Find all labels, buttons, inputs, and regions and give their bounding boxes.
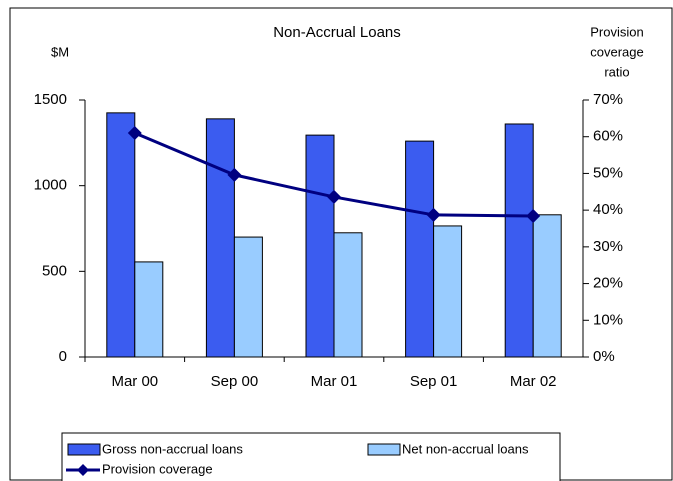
x-tick-label: Mar 01 [311,373,358,390]
y-tick-label: 0 [59,348,67,365]
y2-axis-title: Provision [590,24,643,39]
y2-tick-label: 0% [593,348,615,365]
marker [127,126,142,141]
legend-label: Provision coverage [102,461,213,476]
legend-swatch [67,443,101,456]
y2-tick-label: 40% [593,201,623,218]
legend-swatch [367,443,401,456]
x-tick-label: Mar 02 [510,373,557,390]
legend-box [61,432,561,481]
chart-title: Non-Accrual Loans [273,24,401,41]
legend-marker [77,464,89,476]
marker [526,209,541,224]
x-tick-label: Sep 01 [410,373,458,390]
y-axis-title: $M [51,44,69,59]
bar [134,261,164,358]
x-tick-label: Sep 00 [211,373,259,390]
y2-axis-title: ratio [604,64,629,79]
y-tick-label: 1500 [34,91,67,108]
legend-label: Net non-accrual loans [402,441,529,456]
y2-tick-label: 70% [593,91,623,108]
bar [532,214,562,358]
y2-axis-title: coverage [590,44,643,59]
legend-label: Gross non-accrual loans [102,441,243,456]
bar [504,123,534,358]
bar [405,140,435,358]
bar [106,112,136,358]
bar [305,134,335,358]
bar [433,225,463,358]
y-tick-label: 500 [42,262,67,279]
bar [205,118,235,358]
y2-tick-label: 50% [593,164,623,181]
y2-tick-label: 60% [593,128,623,145]
x-tick-label: Mar 00 [111,373,158,390]
marker [426,207,441,222]
y2-tick-label: 10% [593,311,623,328]
y2-tick-label: 20% [593,275,623,292]
marker [327,189,341,204]
y2-tick-label: 30% [593,238,623,255]
bar [333,232,363,358]
y-tick-label: 1000 [34,177,67,194]
marker [227,167,242,182]
bar [233,236,263,358]
